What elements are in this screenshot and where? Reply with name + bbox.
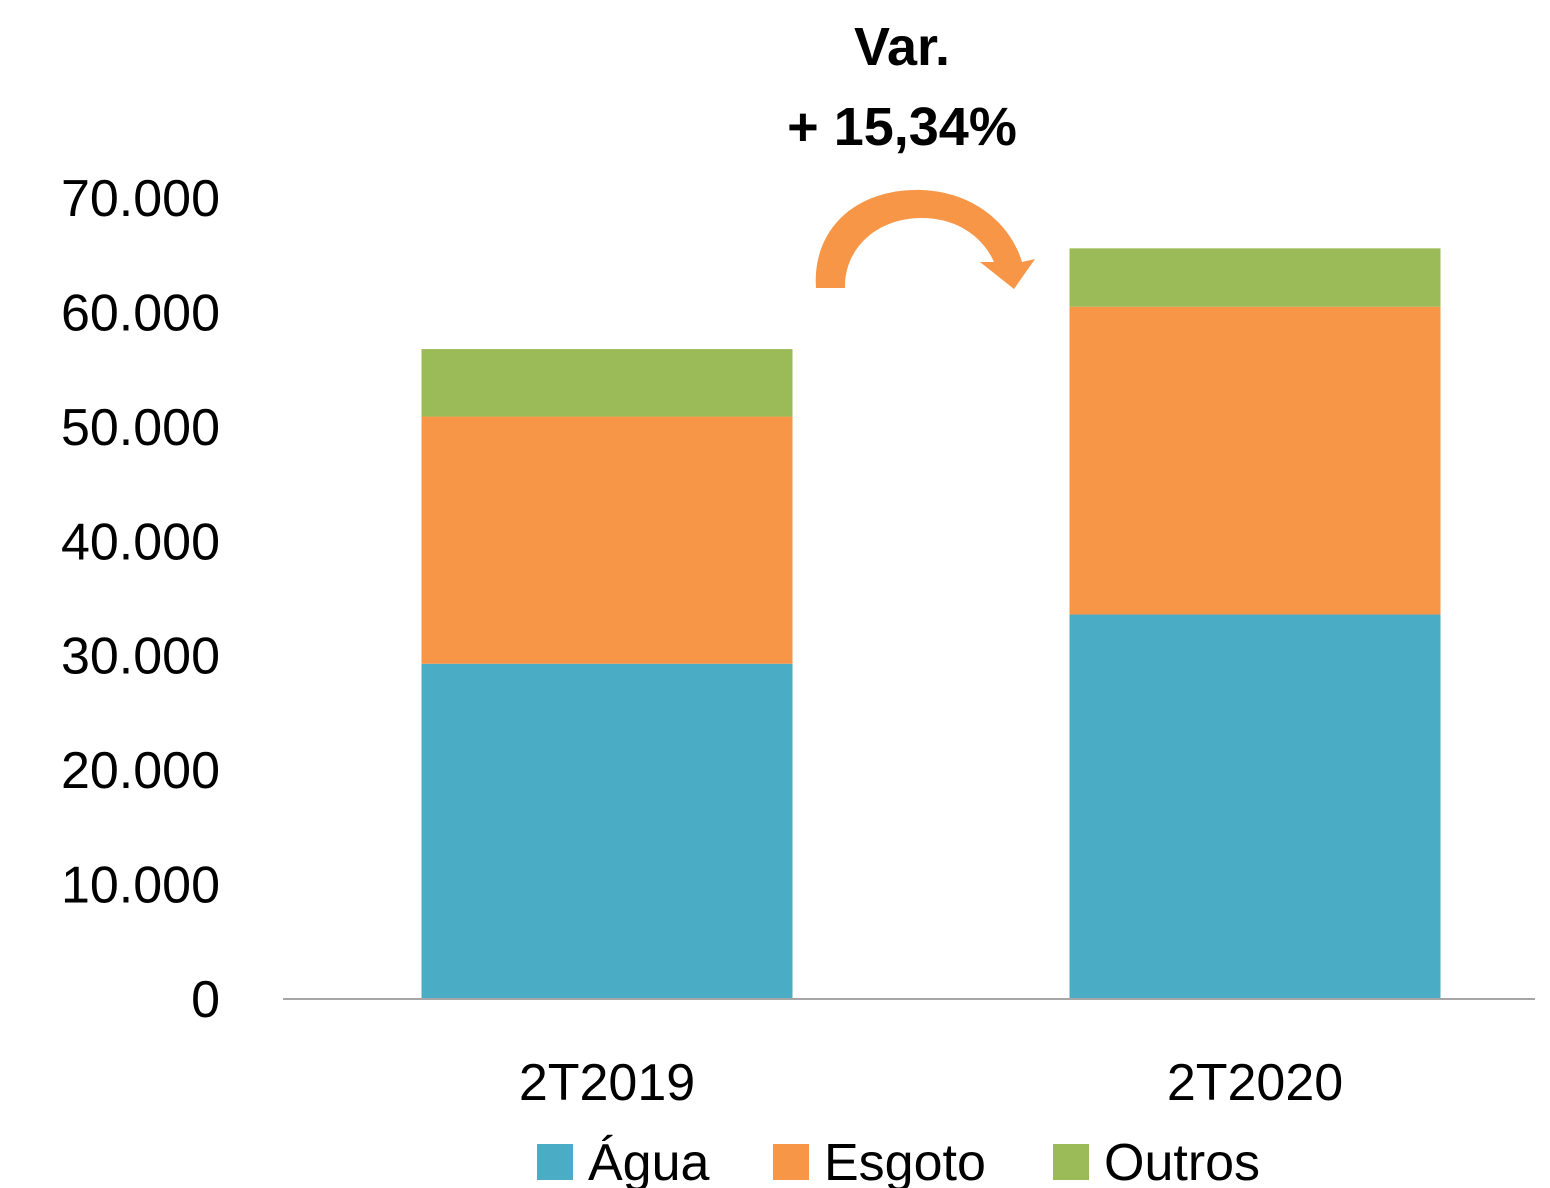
x-tick-label: 2T2020 [1167,1054,1343,1112]
y-tick-label: 60.000 [61,284,220,342]
curved-arrow-icon [815,189,1035,289]
y-tick-label: 50.000 [61,399,220,457]
legend-swatch [537,1144,573,1180]
x-axis: 2T2019 2T2020 [519,1054,1343,1112]
bar-segment-outros-2t2020 [1069,248,1441,307]
legend-swatch [773,1144,809,1180]
bar-segment-esgoto-2t2020 [1069,306,1441,615]
y-axis: 0 10.000 20.000 30.000 40.000 50.000 60.000 70.… [61,170,220,1029]
legend: Água Esgoto Outros [537,1134,1260,1188]
y-tick-label: 20.000 [61,742,220,800]
y-tick-label: 40.000 [61,513,220,571]
bar-segment-agua-2t2020 [1069,614,1441,999]
variation-annotation: Var. + 15,34% [787,17,1035,289]
legend-label: Outros [1104,1134,1260,1188]
bars [421,248,1441,999]
bar-segment-outros-2t2019 [421,349,793,417]
x-tick-label: 2T2019 [519,1054,695,1112]
y-tick-label: 0 [191,971,220,1029]
y-tick-label: 10.000 [61,857,220,915]
bar-segment-agua-2t2019 [421,663,793,999]
annotation-line1: Var. [854,17,950,77]
legend-label: Esgoto [824,1134,986,1188]
bar-segment-esgoto-2t2019 [421,416,793,664]
legend-label: Água [588,1134,710,1188]
annotation-line2: + 15,34% [787,97,1017,157]
y-tick-label: 30.000 [61,628,220,686]
legend-swatch [1053,1144,1089,1180]
y-tick-label: 70.000 [61,170,220,228]
